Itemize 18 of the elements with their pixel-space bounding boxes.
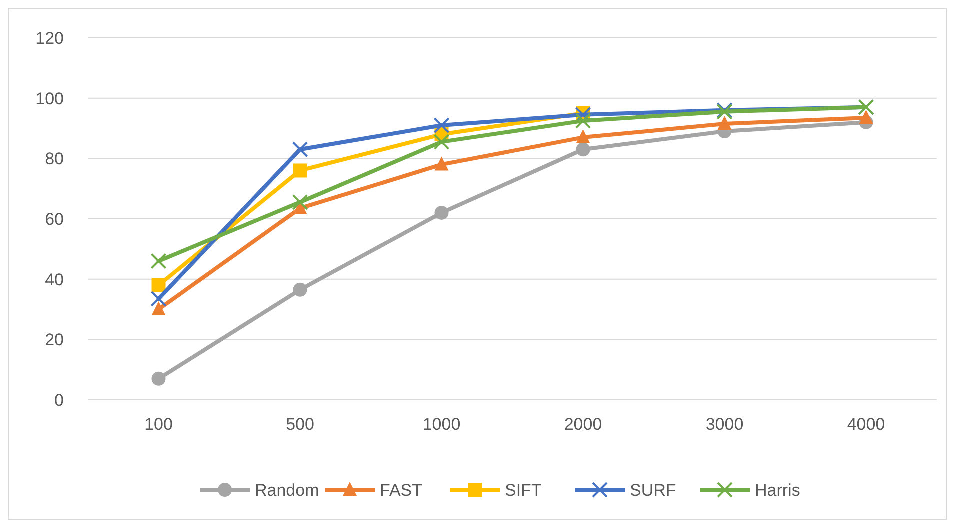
x-tick-label: 100 [144,415,173,434]
y-tick-label: 20 [45,330,64,350]
y-tick-label: 40 [45,270,64,290]
y-tick-label: 60 [45,210,64,229]
x-tick-label: 4000 [847,415,886,434]
legend-label: Random [255,480,320,500]
x-tick-label: 2000 [564,415,602,434]
x-tick-label: 3000 [706,415,744,434]
x-tick-label: 1000 [422,415,461,434]
legend-label: FAST [380,480,423,500]
legend-label: SURF [630,480,676,500]
legend-label: Harris [755,480,800,500]
y-tick-label: 80 [45,150,64,169]
legend-label: SIFT [505,480,542,500]
x-tick-label: 500 [286,415,314,434]
y-tick-label: 0 [54,390,64,410]
y-tick-label: 120 [36,28,64,48]
y-tick-label: 100 [36,89,64,108]
